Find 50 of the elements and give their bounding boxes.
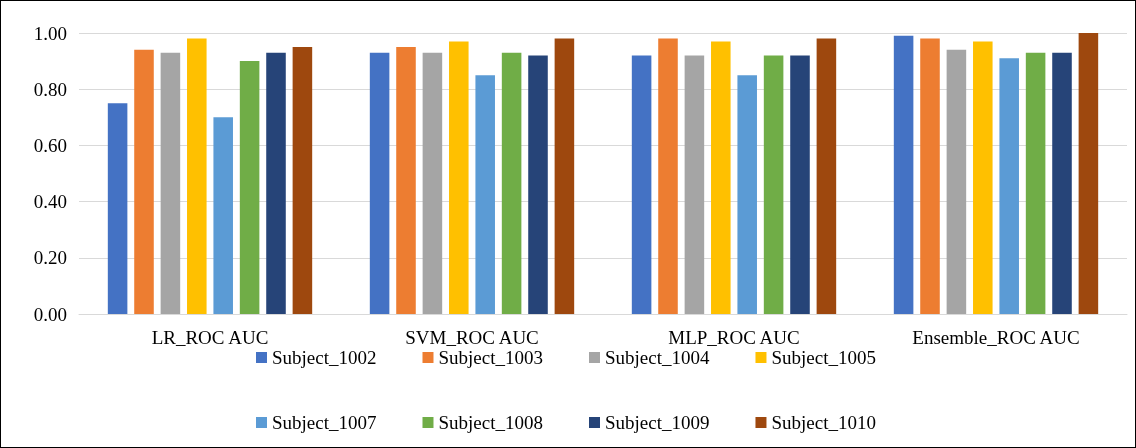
bar (160, 52, 181, 314)
bar (737, 75, 757, 314)
bar (239, 61, 260, 314)
bar (134, 49, 154, 314)
bar (684, 55, 705, 314)
x-tick-label: SVM_ROC AUC (405, 327, 539, 348)
legend-label: Subject_1005 (771, 347, 876, 368)
bar (554, 38, 575, 314)
bar (790, 55, 810, 314)
bar (658, 38, 678, 314)
bar (107, 103, 128, 314)
bar (1078, 33, 1099, 314)
bar (631, 55, 652, 314)
bar (213, 117, 233, 314)
legend-label: Subject_1010 (771, 412, 876, 433)
x-tick-label: LR_ROC AUC (151, 327, 269, 348)
y-tick-label: 0.20 (33, 247, 67, 269)
bar (422, 52, 443, 314)
legend-label: Subject_1003 (438, 347, 543, 368)
legend-label: Subject_1004 (604, 347, 710, 368)
y-tick-label: 0.80 (33, 78, 67, 100)
bar (369, 52, 390, 314)
legend-label: Subject_1002 (272, 347, 377, 368)
y-tick-label: 0.00 (33, 303, 67, 325)
legend-label: Subject_1008 (438, 412, 543, 433)
y-tick-label: 0.40 (33, 191, 67, 213)
bar (187, 38, 207, 314)
bar (893, 35, 914, 314)
legend-label: Subject_1007 (272, 412, 377, 433)
bar (1052, 52, 1072, 314)
legend-label: Subject_1009 (604, 412, 710, 433)
bar (1025, 52, 1046, 314)
bar (449, 41, 469, 314)
bar (999, 58, 1019, 314)
bar (920, 38, 940, 314)
bar (816, 38, 837, 314)
bar (501, 52, 522, 314)
bar (266, 52, 286, 314)
bar (946, 49, 967, 314)
bar (711, 41, 731, 314)
bar (973, 41, 993, 314)
x-tick-label: MLP_ROC AUC (668, 327, 800, 348)
y-tick-label: 0.60 (33, 134, 67, 156)
x-tick-label: Ensemble_ROC AUC (912, 327, 1080, 348)
bar (475, 75, 495, 314)
bar (528, 55, 548, 314)
bar (763, 55, 784, 314)
bar (396, 47, 416, 314)
y-tick-label: 1.00 (33, 22, 67, 44)
bar (292, 47, 313, 314)
